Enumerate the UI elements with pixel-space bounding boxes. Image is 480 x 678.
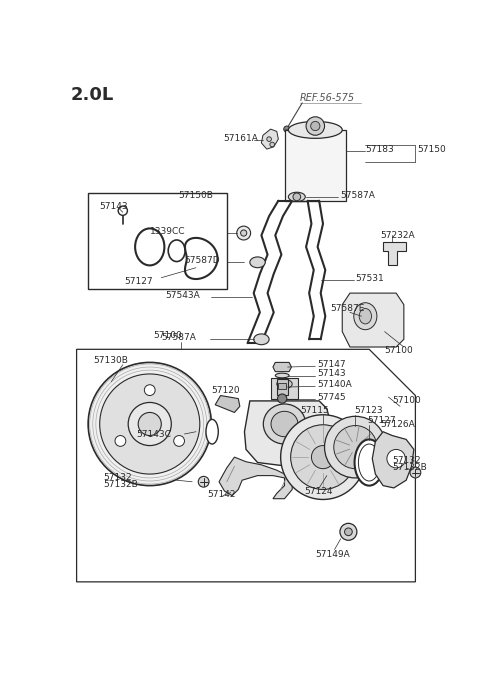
Text: 57531: 57531	[355, 274, 384, 283]
Circle shape	[240, 230, 247, 236]
Ellipse shape	[250, 257, 265, 268]
Polygon shape	[342, 293, 404, 347]
Ellipse shape	[254, 334, 269, 344]
Text: 57130B: 57130B	[94, 355, 129, 365]
Ellipse shape	[359, 444, 380, 481]
Ellipse shape	[359, 308, 372, 324]
Circle shape	[387, 450, 406, 468]
Text: 57127: 57127	[124, 277, 153, 286]
Text: 57143C: 57143C	[137, 430, 171, 439]
Circle shape	[144, 384, 155, 395]
Text: 57543A: 57543A	[165, 291, 200, 300]
Text: 57132B: 57132B	[104, 480, 138, 490]
Text: 57142: 57142	[207, 490, 236, 498]
Circle shape	[88, 363, 211, 485]
Ellipse shape	[288, 121, 342, 138]
Text: 57587D: 57587D	[184, 256, 220, 265]
Circle shape	[306, 117, 324, 135]
Bar	[278, 383, 286, 389]
Bar	[88, 193, 227, 290]
Text: 57100: 57100	[384, 346, 413, 355]
Polygon shape	[77, 349, 415, 582]
Text: 57587E: 57587E	[331, 304, 365, 313]
Text: 57232A: 57232A	[381, 231, 415, 240]
Ellipse shape	[354, 303, 377, 330]
Circle shape	[267, 137, 271, 142]
Text: 57143: 57143	[317, 370, 346, 378]
Polygon shape	[273, 363, 291, 372]
Text: 57140A: 57140A	[317, 380, 351, 389]
Polygon shape	[244, 401, 331, 466]
Text: 57183: 57183	[365, 144, 394, 154]
Circle shape	[293, 193, 300, 201]
Ellipse shape	[288, 193, 305, 201]
Circle shape	[115, 435, 126, 446]
Text: 57115: 57115	[300, 405, 329, 415]
Ellipse shape	[168, 240, 185, 262]
Circle shape	[118, 206, 127, 216]
Bar	[277, 380, 288, 395]
Bar	[285, 130, 346, 201]
Ellipse shape	[135, 228, 164, 265]
Text: 57147: 57147	[317, 360, 346, 370]
Ellipse shape	[206, 420, 218, 444]
Circle shape	[312, 445, 335, 468]
Polygon shape	[383, 241, 406, 264]
Ellipse shape	[355, 439, 384, 485]
Circle shape	[340, 523, 357, 540]
Text: 57100: 57100	[154, 331, 182, 340]
Text: 57150B: 57150B	[178, 191, 213, 200]
Text: 57149A: 57149A	[315, 550, 350, 559]
Circle shape	[291, 425, 355, 490]
Text: REF.56-575: REF.56-575	[300, 94, 355, 103]
Text: 57100: 57100	[392, 397, 421, 405]
Text: 57124: 57124	[304, 487, 333, 496]
Circle shape	[270, 142, 275, 147]
Circle shape	[311, 121, 320, 131]
Circle shape	[277, 394, 287, 403]
Text: 57587A: 57587A	[340, 191, 375, 200]
Ellipse shape	[271, 412, 298, 437]
Text: 2.0L: 2.0L	[71, 86, 114, 104]
Text: 57587A: 57587A	[161, 334, 196, 342]
Circle shape	[334, 426, 377, 468]
Circle shape	[237, 226, 251, 240]
Circle shape	[128, 403, 171, 445]
Text: 57161A: 57161A	[223, 134, 258, 143]
Circle shape	[281, 415, 365, 500]
Circle shape	[198, 477, 209, 487]
Circle shape	[138, 412, 161, 435]
Text: 57132: 57132	[392, 456, 421, 464]
Text: 57120: 57120	[211, 386, 240, 395]
Text: 57127: 57127	[368, 416, 396, 424]
Circle shape	[100, 374, 200, 474]
Text: 57126A: 57126A	[381, 420, 416, 428]
Text: 57132: 57132	[104, 473, 132, 481]
Ellipse shape	[277, 380, 292, 388]
Polygon shape	[185, 238, 217, 279]
Text: 57150: 57150	[418, 144, 446, 154]
Polygon shape	[219, 457, 292, 499]
Polygon shape	[262, 129, 278, 149]
Text: 57745: 57745	[317, 393, 346, 401]
Text: 57132B: 57132B	[392, 463, 427, 473]
Ellipse shape	[275, 373, 289, 378]
Ellipse shape	[264, 404, 306, 444]
Text: 57143: 57143	[100, 201, 128, 211]
Circle shape	[284, 126, 290, 132]
Polygon shape	[372, 432, 414, 488]
Bar	[271, 378, 299, 399]
Circle shape	[345, 528, 352, 536]
Circle shape	[410, 467, 421, 478]
Polygon shape	[215, 395, 240, 412]
Circle shape	[324, 416, 386, 478]
Circle shape	[174, 435, 184, 446]
Text: 1339CC: 1339CC	[150, 227, 185, 236]
Text: 57123: 57123	[354, 406, 383, 416]
